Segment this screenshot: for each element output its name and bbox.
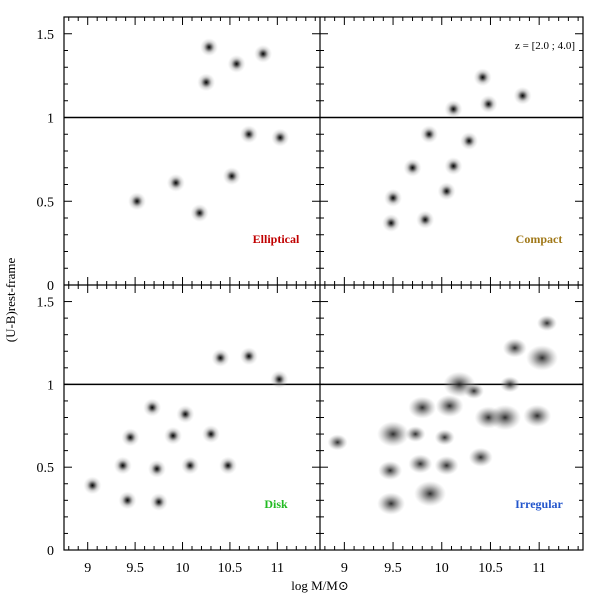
galaxy-point [434, 429, 455, 446]
galaxy-point [403, 158, 422, 177]
galaxy-point [200, 38, 219, 57]
galaxy-point [437, 182, 456, 201]
x-tick-label: 9 [84, 561, 91, 576]
galaxy-point [113, 456, 132, 475]
galaxy-point [382, 214, 401, 233]
y-tick-label: 0 [47, 544, 54, 559]
x-tick-label: 11 [532, 561, 545, 576]
x-axis-title: log M/M⊙ [291, 578, 348, 593]
galaxy-point [526, 345, 559, 371]
galaxy-point [405, 426, 426, 443]
galaxy-point [536, 315, 557, 332]
galaxy-point [143, 398, 162, 417]
galaxy-point [378, 460, 403, 481]
galaxy-point [181, 456, 200, 475]
y-axis-title: (U-B)rest-frame [3, 258, 18, 343]
galaxy-point [211, 348, 230, 367]
x-tick-label: 9.5 [126, 561, 144, 576]
galaxy-point [227, 54, 246, 73]
x-tick-label: 10 [435, 561, 449, 576]
galaxy-point [118, 491, 137, 510]
galaxy-point [147, 459, 166, 478]
galaxy-point [434, 455, 459, 476]
x-tick-label: 9.5 [384, 561, 402, 576]
galaxy-point [502, 338, 527, 358]
galaxy-point [408, 454, 433, 474]
redshift-label: z = [2.0 ; 4.0] [515, 40, 575, 52]
galaxy-point [408, 396, 437, 419]
galaxy-point [190, 203, 209, 222]
y-tick-label: 1 [47, 112, 54, 127]
galaxy-point [83, 476, 102, 495]
galaxy-point [414, 480, 447, 507]
galaxy-point [435, 394, 464, 418]
galaxy-point [222, 167, 241, 186]
y-tick-label: 1 [47, 378, 54, 393]
galaxy-point [444, 100, 463, 119]
galaxy-point [239, 347, 258, 366]
galaxy-point [121, 428, 140, 447]
galaxy-point [523, 404, 552, 428]
x-tick-label: 9 [341, 561, 348, 576]
panel-label-compact: Compact [516, 232, 563, 246]
y-tick-label: 0 [47, 279, 54, 294]
galaxy-point [239, 125, 258, 144]
panel-label-disk: Disk [264, 497, 288, 511]
galaxy-point [468, 447, 493, 467]
galaxy-point [513, 86, 532, 105]
galaxy-point [420, 125, 439, 144]
galaxy-point [377, 492, 406, 515]
x-tick-label: 10 [176, 561, 190, 576]
galaxy-point [489, 404, 522, 431]
galaxy-point [128, 192, 147, 211]
galaxy-point [164, 426, 183, 445]
panel-label-elliptical: Elliptical [253, 232, 300, 246]
galaxy-point [444, 157, 463, 176]
plot-frame [63, 16, 584, 551]
galaxy-point [149, 492, 168, 511]
x-tick-label: 10.5 [218, 561, 243, 576]
galaxy-point [197, 73, 216, 92]
y-tick-label: 0.5 [37, 461, 55, 476]
galaxy-point [254, 44, 273, 63]
galaxy-point [271, 128, 290, 147]
galaxy-point [219, 456, 238, 475]
galaxy-point [499, 376, 520, 393]
x-tick-label: 10.5 [478, 561, 503, 576]
panel-label-irregular: Irregular [515, 497, 563, 511]
x-tick-label: 11 [271, 561, 284, 576]
galaxy-point [201, 425, 220, 444]
galaxy-point [176, 405, 195, 424]
galaxy-point [384, 188, 403, 207]
galaxy-point [460, 131, 479, 150]
y-tick-label: 1.5 [37, 28, 55, 43]
galaxy-point [479, 95, 498, 114]
galaxy-point [473, 68, 492, 87]
galaxy-point [270, 370, 289, 389]
galaxy-point [327, 434, 348, 451]
galaxy-point [463, 383, 484, 399]
y-tick-label: 1.5 [37, 296, 55, 311]
galaxy-point [166, 173, 185, 192]
galaxy-point [416, 210, 435, 229]
y-tick-label: 0.5 [37, 195, 55, 210]
galaxy-point [377, 421, 410, 447]
